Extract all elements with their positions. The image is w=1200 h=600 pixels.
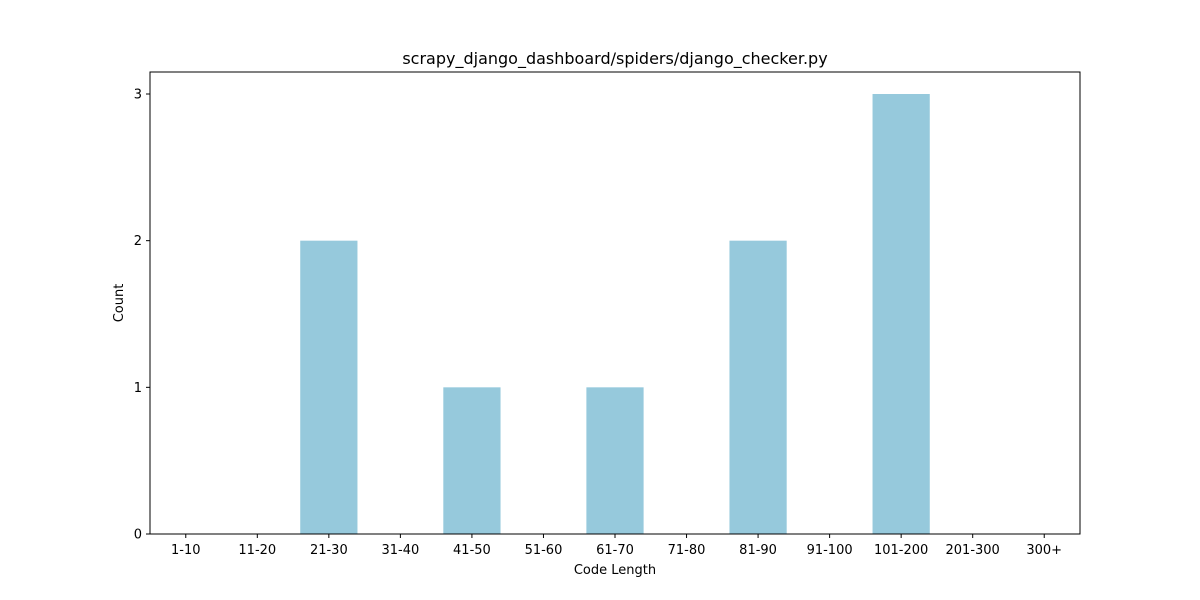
x-axis-title: Code Length <box>574 563 656 578</box>
x-tick-label: 81-90 <box>739 543 777 558</box>
x-axis-ticks: 1-10 11-20 21-30 31-40 41-50 51-60 61-70 71-80 8… <box>171 534 1062 558</box>
bar-61-70 <box>586 387 644 534</box>
bars <box>300 94 930 535</box>
bar-41-50 <box>443 387 501 534</box>
x-tick-label: 21-30 <box>310 543 348 558</box>
y-axis-title: Count <box>112 284 127 323</box>
x-tick-label: 300+ <box>1026 543 1062 558</box>
y-tick-label: 2 <box>134 234 142 249</box>
y-tick-label: 1 <box>134 381 142 396</box>
x-tick-label: 101-200 <box>874 543 928 558</box>
bar-21-30 <box>300 240 358 535</box>
x-tick-label: 31-40 <box>381 543 419 558</box>
x-tick-label: 11-20 <box>238 543 276 558</box>
y-tick-label: 0 <box>134 528 142 543</box>
x-tick-label: 201-300 <box>946 543 1000 558</box>
x-tick-label: 41-50 <box>453 543 491 558</box>
x-tick-label: 71-80 <box>668 543 706 558</box>
y-axis-ticks: 0 1 2 3 <box>134 88 150 543</box>
x-tick-label: 61-70 <box>596 543 634 558</box>
bar-101-200 <box>872 94 930 534</box>
x-tick-label: 1-10 <box>171 543 201 558</box>
x-tick-label: 51-60 <box>525 543 563 558</box>
x-tick-label: 91-100 <box>807 543 853 558</box>
chart-title: scrapy_django_dashboard/spiders/django_c… <box>402 49 827 69</box>
bar-81-90 <box>729 240 787 535</box>
y-tick-label: 3 <box>134 88 142 103</box>
